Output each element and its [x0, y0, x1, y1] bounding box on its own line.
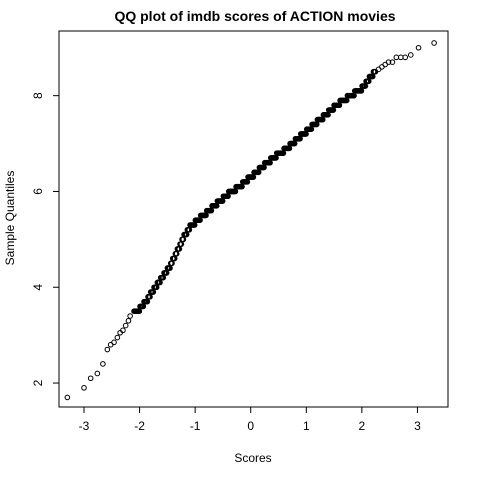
y-tick-label: 8	[31, 92, 45, 99]
data-point	[393, 54, 400, 61]
data-point	[111, 339, 117, 346]
data-point	[81, 385, 87, 391]
data-point	[114, 334, 121, 341]
x-tick-label: 0	[247, 419, 254, 433]
data-point	[397, 54, 404, 61]
data-point	[385, 59, 392, 65]
y-axis: 2 4 6 8	[31, 92, 59, 386]
data-point	[94, 370, 101, 377]
data-point	[87, 375, 94, 382]
chart-title: QQ plot of imdb scores of ACTION movies	[114, 8, 395, 24]
x-tick-label: -3	[79, 419, 90, 433]
plot-frame	[58, 30, 449, 408]
data-point	[431, 40, 437, 46]
y-tick-label: 4	[31, 284, 45, 291]
data-point	[125, 317, 132, 324]
data-point	[127, 313, 133, 319]
data-point	[402, 54, 409, 61]
x-tick-label: -1	[190, 419, 201, 433]
x-axis-label: Scores	[234, 451, 271, 465]
y-tick-label: 6	[31, 188, 45, 195]
x-tick-label: 1	[303, 419, 310, 433]
data-point	[407, 52, 414, 58]
data-points	[64, 40, 437, 401]
data-point	[104, 346, 111, 353]
data-point	[122, 322, 129, 329]
data-point	[64, 394, 71, 401]
y-axis-label: Sample Quantiles	[3, 171, 17, 266]
data-point	[415, 44, 422, 51]
x-tick-label: 2	[359, 419, 366, 433]
y-tick-label: 2	[31, 379, 45, 386]
data-point	[100, 361, 106, 367]
data-point	[120, 327, 126, 334]
x-axis: -3 -2 -1 0 1 2 3	[79, 407, 421, 433]
x-tick-label: -2	[134, 419, 145, 433]
x-tick-label: 3	[414, 419, 421, 433]
data-point	[389, 59, 396, 65]
